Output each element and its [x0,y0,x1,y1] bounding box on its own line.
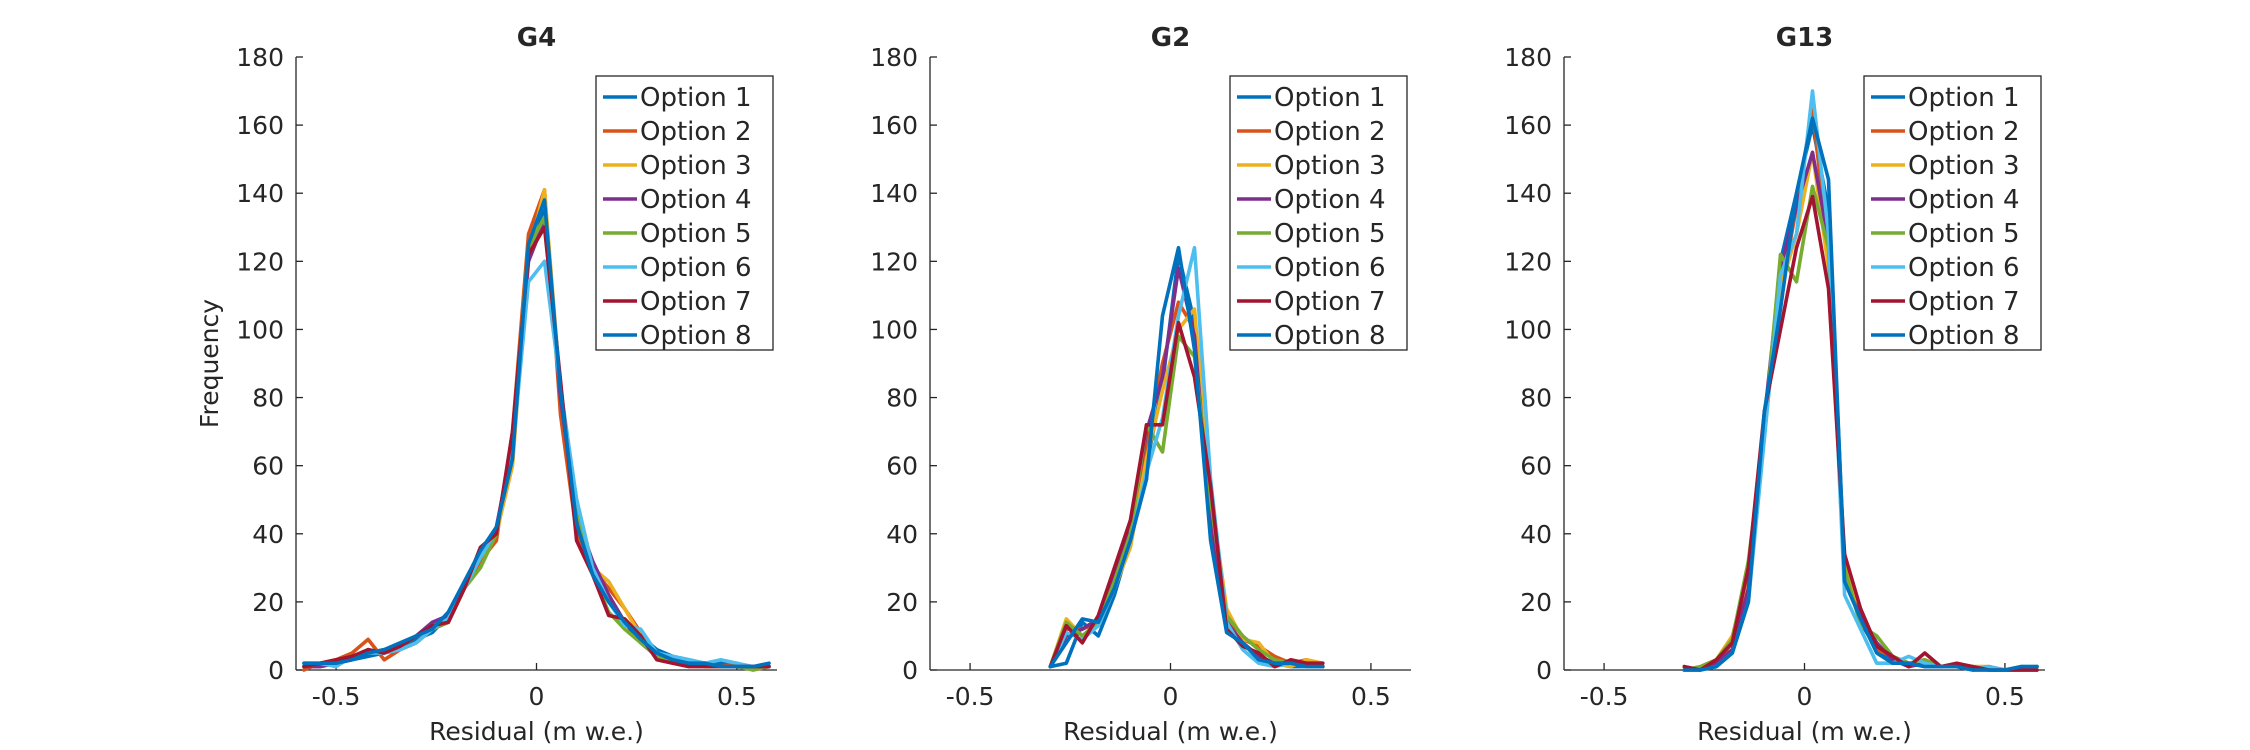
y-tick-label: 160 [236,111,284,140]
y-tick-label: 20 [252,588,284,617]
y-tick-label: 160 [870,111,918,140]
y-tick-label: 0 [902,656,918,685]
y-axis-label: Frequency [195,299,224,428]
chart-title: G13 [1776,23,1834,53]
legend: Option 1 Option 2 Option 3 Option 4 Option 5… [1229,75,1408,351]
x-tick-label: 0 [1163,682,1179,711]
y-tick-label: 120 [870,247,918,276]
legend-label: Option 6 [1908,253,2020,283]
legend-label: Option 4 [1908,185,2020,215]
y-tick-label: 60 [886,452,918,481]
legend-label: Option 8 [1274,321,1386,351]
series-line-option-3 [1048,307,1325,669]
legend-box [595,75,774,351]
y-tick-label: 0 [1536,656,1552,685]
legend-label: Option 5 [1274,219,1386,249]
y-tick-label: 140 [1504,179,1552,208]
y-tick-label: 120 [1504,247,1552,276]
x-axis-label: Residual (m w.e.) [1063,717,1278,746]
x-tick-label: -0.5 [312,682,361,711]
chart-title: G4 [517,23,556,53]
y-tick-label: 120 [236,247,284,276]
legend: Option 1 Option 2 Option 3 Option 4 Option 5… [595,75,774,351]
x-tick-label: -0.5 [1580,682,1629,711]
series-line-option-8 [302,198,771,669]
chart-panel-g13: 0 20 40 60 80 100 120 140 160 180 -0.5 0 0.5 G13 Resid… [1504,23,2045,746]
series-line-option-2 [1048,300,1325,669]
y-tick-label: 140 [870,179,918,208]
y-tick-label: 80 [1520,384,1552,413]
series-line-option-7 [1048,320,1325,669]
legend-label: Option 7 [1274,287,1386,317]
y-tick-label: 60 [1520,452,1552,481]
y-tick-label: 100 [1504,315,1552,344]
x-tick-label: 0.5 [1985,682,2025,711]
series-line-option-7 [302,225,771,669]
legend-label: Option 7 [1908,287,2020,317]
legend-label: Option 2 [640,117,752,147]
y-tick-label: 0 [268,656,284,685]
legend-label: Option 3 [640,151,752,181]
x-tick-label: 0 [1797,682,1813,711]
series-line-option-5 [1048,334,1325,669]
chart-panel-g2: 0 20 40 60 80 100 120 140 160 180 -0.5 0 0.5 G2 Residu… [870,23,1411,746]
legend-box [1229,75,1408,351]
chart-title: G2 [1151,23,1190,53]
x-tick-label: 0 [529,682,545,711]
legend-label: Option 2 [1274,117,1386,147]
legend-label: Option 7 [640,287,752,317]
y-tick-label: 100 [870,315,918,344]
legend-label: Option 6 [1274,253,1386,283]
y-tick-label: 180 [870,43,918,72]
legend-label: Option 2 [1908,117,2020,147]
x-tick-label: -0.5 [946,682,995,711]
legend-label: Option 1 [1274,83,1386,113]
chart-panel-g4: 0 20 40 60 80 100 120 140 160 180 -0.5 0 0.5 G4 Residu… [195,23,777,746]
legend-label: Option 8 [640,321,752,351]
series-line-option-8 [1048,245,1325,669]
legend-label: Option 8 [1908,321,2020,351]
y-tick-label: 60 [252,452,284,481]
series-line-option-7 [1682,194,2039,672]
y-tick-label: 80 [252,384,284,413]
y-tick-label: 40 [252,520,284,549]
y-tick-label: 40 [1520,520,1552,549]
y-tick-label: 180 [1504,43,1552,72]
legend: Option 1 Option 2 Option 3 Option 4 Option 5… [1863,75,2042,351]
x-tick-label: 0.5 [1351,682,1391,711]
legend-box [1863,75,2042,351]
legend-label: Option 5 [1908,219,2020,249]
series-line-option-8 [1682,116,2039,672]
y-tick-label: 180 [236,43,284,72]
y-tick-label: 160 [1504,111,1552,140]
y-tick-label: 20 [1520,588,1552,617]
y-tick-label: 100 [236,315,284,344]
x-axis-label: Residual (m w.e.) [1697,717,1912,746]
legend-label: Option 5 [640,219,752,249]
y-tick-label: 80 [886,384,918,413]
x-axis-label: Residual (m w.e.) [429,717,644,746]
legend-label: Option 4 [640,185,752,215]
legend-label: Option 6 [640,253,752,283]
legend-label: Option 1 [640,83,752,113]
y-tick-label: 140 [236,179,284,208]
legend-label: Option 1 [1908,83,2020,113]
y-tick-label: 40 [886,520,918,549]
legend-label: Option 4 [1274,185,1386,215]
x-tick-label: 0.5 [717,682,757,711]
legend-label: Option 3 [1908,151,2020,181]
y-tick-label: 20 [886,588,918,617]
legend-label: Option 3 [1274,151,1386,181]
